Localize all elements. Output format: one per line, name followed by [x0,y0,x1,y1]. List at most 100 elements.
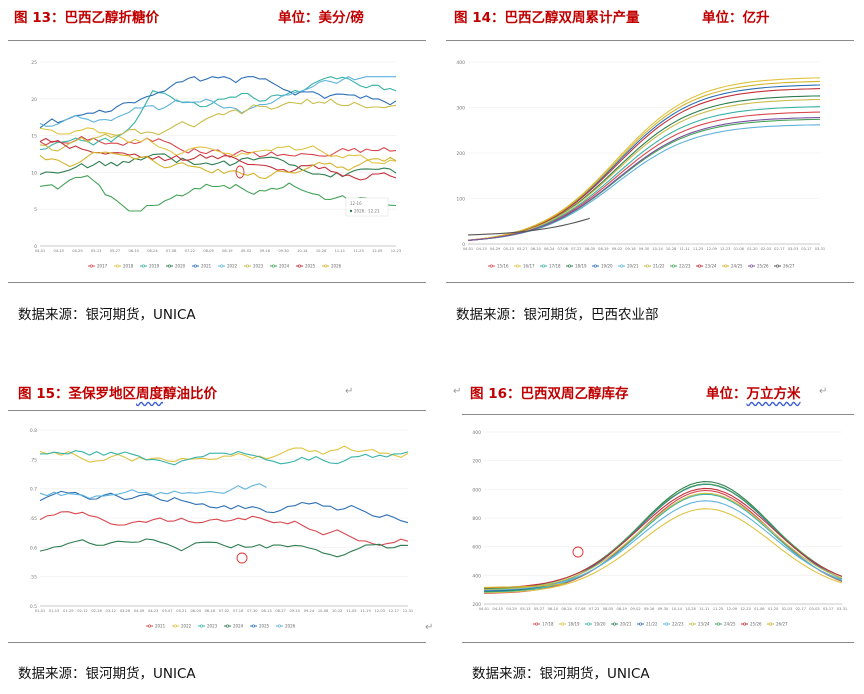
x-tick-label: 05-27 [534,607,544,611]
legend-label: 2018 [123,264,134,269]
x-tick-label: 12-09 [372,249,383,253]
series-line [467,95,821,241]
legend-label: 22/23 [679,264,691,269]
legend-label: 26/27 [783,264,795,269]
legend-marker [586,622,591,626]
legend-label: 21/22 [653,264,665,269]
y-tick-label: 200 [472,602,481,608]
x-tick-label: 07-30 [247,609,258,613]
x-tick-label: 07-02 [219,609,229,613]
x-tick-label: 02-12 [77,609,87,613]
y-tick-label: 1200 [472,459,481,465]
paragraph-mark-icon: ↵ [425,622,434,633]
tooltip: 12-16 2026：12.21 [345,197,389,217]
y-tick-label: 0.7 [30,487,37,493]
x-tick-label: 04-29 [72,249,83,253]
legend-label: 23/24 [698,622,710,627]
legend-marker [219,264,224,268]
x-tick-label: 12-09 [727,607,738,611]
x-tick-label: 08-19 [222,249,233,253]
series-line [39,76,396,127]
x-tick-label: 03-31 [837,607,847,611]
legend-marker [173,624,178,628]
legend-label: 25/26 [757,264,769,269]
legend-marker [534,622,539,626]
legend-label: 2017 [97,264,108,269]
legend-marker [593,264,598,268]
series-line [467,217,590,236]
legend-label: 24/25 [731,264,743,269]
series-line [39,450,409,466]
legend-label: 19/20 [601,264,613,269]
x-tick-label: 08-05 [203,249,213,253]
legend-label: 26/27 [776,622,788,627]
y-tick-label: 800 [472,516,481,522]
paragraph-mark-icon: ↵ [819,386,828,397]
x-tick-label: 05-21 [176,609,186,613]
legend-label: 20/21 [620,622,632,627]
chart-unit: 单位：亿升 [702,10,770,26]
x-tick-label: 07-22 [571,247,581,251]
y-tick-label: 10 [31,170,37,176]
y-tick-label: 200 [456,151,465,157]
tooltip-box [345,197,389,217]
x-tick-label: 09-16 [260,249,271,253]
x-tick-label: 07-16 [233,609,244,613]
legend-marker [251,624,256,628]
legend-label: 22/23 [672,622,684,627]
legend-label: 21/22 [646,622,658,627]
legend-marker [193,264,198,268]
divider [8,642,426,643]
x-tick-label: 05-13 [520,607,530,611]
x-tick-label: 09-02 [612,247,622,251]
x-tick-label: 04-23 [148,609,158,613]
x-tick-label: 05-07 [162,609,172,613]
series-line [39,511,409,546]
x-tick-label: 06-10 [128,249,139,253]
x-tick-label: 10-14 [652,247,663,251]
legend-marker [697,264,702,268]
legend-label: 2019 [149,264,160,269]
series-lines [467,77,821,241]
chart-title: 图 15：圣保罗地区周度醇油比价 [18,382,217,402]
series-line [483,492,843,590]
source-note: 数据来源：银河期货，UNICA [18,307,196,323]
legend-marker [671,264,676,268]
series-line [39,483,267,499]
x-tick-label: 01-20 [747,247,758,251]
legend-label: 20/21 [627,264,639,269]
x-tick-label: 01-29 [63,609,74,613]
x-tick-label: 09-30 [278,249,289,253]
x-tick-label: 05-27 [110,249,120,253]
legend-label: 16/17 [523,264,535,269]
legend: 2017 2018 2019 2020 2021 2022 2023 2024 2025 2026 [88,264,342,269]
x-tick-label: 10-08 [318,609,329,613]
ethanol-gasoline-ratio-chart: 0.80.750.70.650.60.550.501-0101-1501-290… [30,428,413,629]
x-tick-label: 04-01 [463,247,473,251]
x-tick-label: 06-04 [190,609,201,613]
x-tick-label: 12-23 [391,249,401,253]
x-tick-label: 08-19 [616,607,627,611]
paragraph-mark-icon: ↵ [453,386,462,397]
series-line [39,135,397,158]
x-tick-label: 08-05 [603,607,613,611]
series-lines [39,445,409,558]
y-tick-label: 0.5 [30,604,37,610]
legend-label: 2022 [227,264,238,269]
y-tick-label: 0 [34,244,37,250]
divider [446,282,854,283]
series-line [39,98,397,152]
paragraph-mark-icon: ↵ [345,386,354,397]
x-tick-label: 02-03 [782,607,792,611]
series-line [483,483,843,592]
x-tick-label: 04-15 [476,247,486,251]
legend-label: 2024 [233,624,244,629]
x-tick-label: 11-11 [679,247,689,251]
legend-label: 2026 [331,264,342,269]
x-tick-label: 11-19 [360,609,371,613]
x-tick-label: 01-06 [754,607,765,611]
series-line [483,582,567,588]
legend-marker [619,264,624,268]
chart-title: 图 13：巴西乙醇折糖价 [14,10,159,26]
series-line [467,88,821,241]
